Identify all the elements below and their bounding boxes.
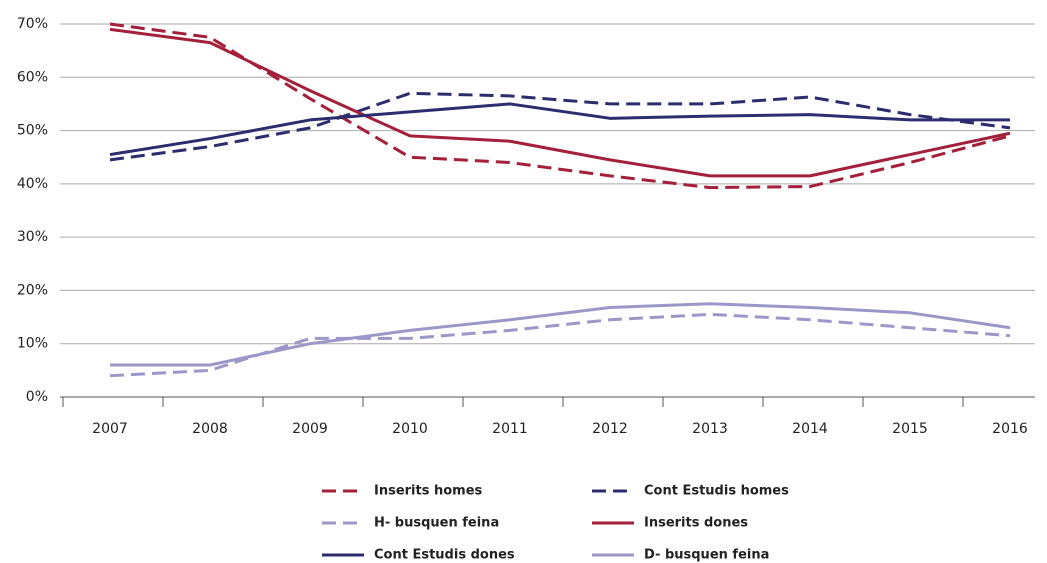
x-tick-label: 2016 xyxy=(992,421,1028,437)
x-tick-label: 2009 xyxy=(292,421,328,437)
legend-label: Inserits homes xyxy=(374,484,483,499)
line-series xyxy=(109,27,1011,178)
x-tick-label: 2007 xyxy=(92,421,128,437)
legend-label: Cont Estudis dones xyxy=(374,548,515,563)
x-tick-label: 2013 xyxy=(692,421,728,437)
line-series xyxy=(109,312,1011,378)
x-tick-label: 2008 xyxy=(192,421,228,437)
y-tick-label: 60% xyxy=(17,69,48,85)
legend-label: D- busquen feina xyxy=(644,548,769,563)
x-tick-label: 2014 xyxy=(792,421,828,437)
y-tick-label: 0% xyxy=(26,389,48,405)
line-series xyxy=(110,302,1011,367)
y-tick-label: 10% xyxy=(17,336,48,352)
x-tick-label: 2012 xyxy=(592,421,628,437)
legend-label: Inserits dones xyxy=(644,516,748,531)
y-tick-label: 70% xyxy=(17,16,48,32)
legend-label: Cont Estudis homes xyxy=(644,484,789,499)
x-tick-label: 2015 xyxy=(892,421,928,437)
x-tick-label: 2010 xyxy=(392,421,428,437)
line-series xyxy=(109,91,1011,162)
line-series xyxy=(109,102,1010,157)
y-tick-label: 50% xyxy=(17,123,48,139)
y-tick-label: 20% xyxy=(17,282,48,298)
y-tick-label: 30% xyxy=(17,229,48,245)
x-tick-label: 2011 xyxy=(492,421,528,437)
legend-label: H- busquen feina xyxy=(374,516,499,531)
y-tick-label: 40% xyxy=(17,176,48,192)
